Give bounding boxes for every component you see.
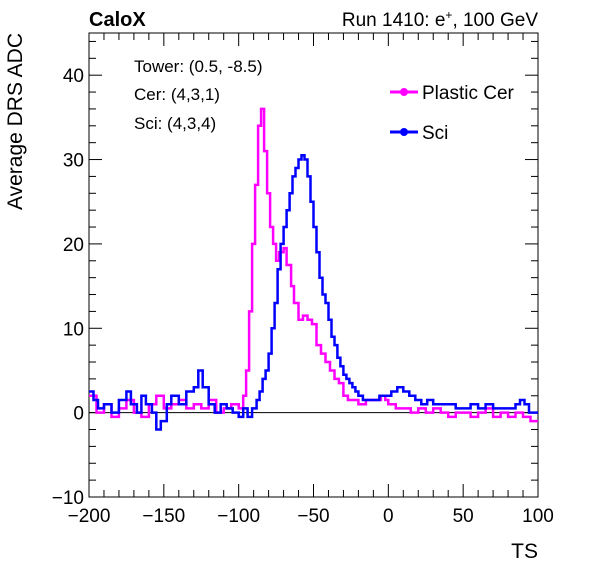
data-series bbox=[89, 107, 538, 431]
x-tick-label: −200 bbox=[68, 506, 111, 527]
legend-label-sci: Sci bbox=[422, 123, 448, 144]
run-label-sup: + bbox=[445, 8, 452, 22]
y-tick-label: 20 bbox=[63, 235, 84, 256]
x-tick-label: 100 bbox=[522, 506, 554, 527]
series-line-sci bbox=[89, 154, 538, 431]
cer-channel-label: Cer: (4,3,1) bbox=[134, 85, 220, 104]
x-tick-label: −100 bbox=[217, 506, 260, 527]
legend: Plastic Cer Sci bbox=[390, 83, 515, 144]
x-tick-label: 50 bbox=[453, 506, 474, 527]
legend-label-plastic-cer: Plastic Cer bbox=[422, 83, 515, 104]
legend-marker-plastic-cer bbox=[400, 88, 408, 96]
y-tick-label: 10 bbox=[63, 319, 84, 340]
y-axis-title: Average DRS ADC bbox=[4, 33, 27, 210]
y-tick-label: 0 bbox=[73, 404, 84, 425]
y-tick-label: 30 bbox=[63, 151, 84, 172]
legend-marker-sci bbox=[400, 128, 408, 136]
series-line-plastic-cer bbox=[89, 107, 538, 423]
axis-ticks bbox=[88, 33, 539, 498]
x-axis-title: TS bbox=[511, 540, 538, 563]
tower-label: Tower: (0.5, -8.5) bbox=[134, 57, 263, 76]
brand-label: CaloX bbox=[89, 9, 146, 31]
x-tick-label: 0 bbox=[383, 506, 394, 527]
sci-channel-label: Sci: (4,3,4) bbox=[134, 114, 216, 133]
y-tick-label: 40 bbox=[63, 66, 84, 87]
x-tick-label: −50 bbox=[297, 506, 329, 527]
x-tick-label: −150 bbox=[142, 506, 185, 527]
run-label: Run 1410: e+, 100 GeV bbox=[342, 8, 538, 31]
y-tick-label: −10 bbox=[52, 488, 84, 509]
run-label-suffix: , 100 GeV bbox=[452, 10, 538, 31]
run-label-prefix: Run 1410: e bbox=[342, 10, 446, 31]
